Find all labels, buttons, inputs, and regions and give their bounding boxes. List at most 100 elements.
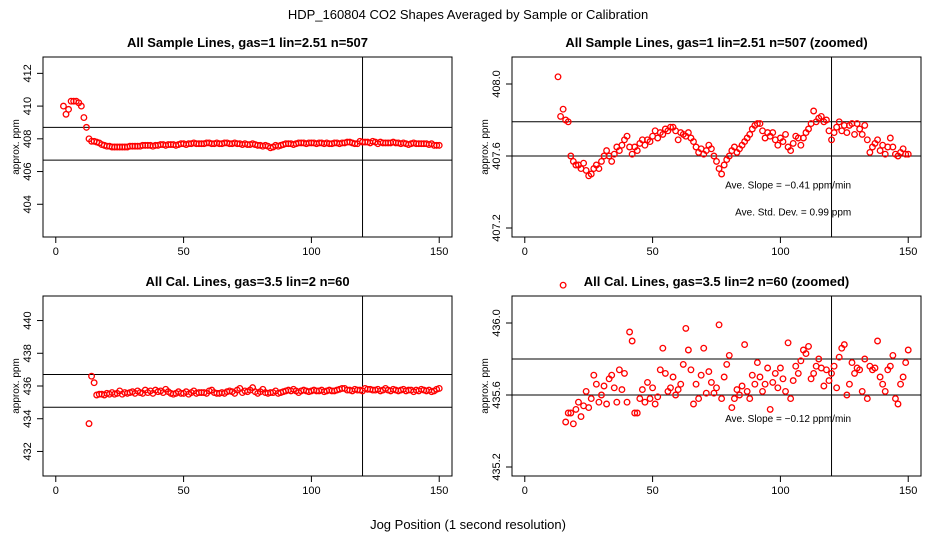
panel-sample-lines-zoomed-data-point [866,148,874,156]
panel-cal-lines-zoomed-data-point [902,359,910,367]
panel-cal-lines-zoomed-data-point [833,384,841,392]
panel-cal-lines-zoomed-data-point [797,357,805,365]
panel-cal-lines-data-point [435,385,443,392]
panel-sample-lines-zoomed-x-tick-label: 50 [646,246,658,258]
panel-cal-lines-zoomed-data-point [690,400,697,408]
panel-sample-lines-zoomed-data-point [580,159,588,167]
panel-sample-lines-zoomed-data-point [830,129,838,137]
panel-cal-lines-zoomed-data-point [674,386,682,394]
panel-sample-lines-zoomed-data-point [610,150,618,158]
panel-sample-lines-x-tick-label: 0 [53,246,59,258]
panel-sample-lines-zoomed-data-point [595,165,603,173]
panel-cal-lines-zoomed-y-tick-label: 436.0 [491,309,503,337]
panel-sample-lines-zoomed-data-point [904,150,912,158]
panel-sample-lines-zoomed-y-tick-label: 408.0 [491,70,503,98]
panel-sample-lines-zoomed-data-point [554,73,562,81]
panel-cal-lines-zoomed-data-point [569,420,577,428]
panel-cal-lines-zoomed-data-point [746,395,754,403]
panel-cal-lines-zoomed-data-point [794,369,802,377]
panel-cal-lines-zoomed-data-point [815,355,823,363]
panel-cal-lines-zoomed-data-point [858,387,866,395]
panel-cal-lines-zoomed-data-point [759,387,766,395]
panel-sample-lines-zoomed-data-point [861,121,869,129]
panel-sample-lines-data-point [80,114,88,121]
panel-sample-lines-zoomed-data-point [789,139,797,147]
panel-cal-lines-zoomed-data-point [807,375,815,383]
panel-cal-lines-zoomed-data-point [669,373,677,381]
panel-sample-lines-zoomed-data-point [684,129,692,137]
panel-cal-lines-zoomed-data-point [705,368,713,376]
panel-cal-lines-zoomed-data-point [784,339,792,347]
panel-cal-lines-zoomed-data-point [567,409,575,417]
panel-sample-lines-zoomed-data-point [876,147,884,155]
panel-sample-lines-zoomed-data-point [641,141,649,149]
panel-cal-lines-zoomed-data-point [733,386,741,394]
panel-cal-lines-zoomed-data-point [592,380,600,388]
panel-sample-lines-y-tick-label: 406 [22,162,34,180]
panel-sample-lines-zoomed: All Sample Lines, gas=1 lin=2.51 n=507 (… [480,35,922,258]
panel-cal-lines-zoomed-data-point [562,418,570,426]
panel-sample-lines-data-point [65,105,73,113]
panel-cal-lines-y-tick-label: 432 [22,442,34,460]
panel-cal-lines-zoomed-data-point [608,371,616,379]
panel-cal-lines-zoomed-data-point [628,337,636,345]
panel-sample-lines-zoomed-data-point [779,138,787,146]
panel-sample-lines-zoomed-annotation: Ave. Slope = −0.41 ppm/min [725,180,851,191]
panel-cal-lines-zoomed-data-point [886,362,894,370]
panel-cal-lines-zoomed-data-point [682,324,690,332]
panel-sample-lines-title: All Sample Lines, gas=1 lin=2.51 n=507 [127,35,368,50]
panel-sample-lines-zoomed-data-point [782,130,789,138]
panel-cal-lines-zoomed-data-point [720,373,728,381]
panel-cal-lines-zoomed-data-point [782,387,789,395]
panel-sample-lines-zoomed-data-point [797,141,805,149]
panel-cal-lines-zoomed-data-point [687,366,695,374]
panel-cal-lines-zoomed-data-point [876,373,884,381]
panel-cal-lines-zoomed-data-point [728,404,736,412]
panel-sample-lines-y-tick-label: 404 [22,195,34,213]
panel-sample-lines-zoomed-y-axis-label: approx. ppm [480,119,491,175]
panel-cal-lines-zoomed-data-point [615,366,623,374]
panel-cal-lines-zoomed-data-point [776,364,784,372]
panel-cal-lines-zoomed-data-point [874,337,881,345]
panel-cal-lines-zoomed-data-point [587,395,595,403]
panel-cal-lines-zoomed-data-point [672,391,680,399]
panel-cal-lines-data-point [88,372,96,380]
panel-sample-lines-zoomed-data-point [557,112,565,120]
panel-cal-lines-zoomed-data-point [572,405,580,413]
panel-cal-lines-zoomed-data-point [710,389,718,397]
panel-cal-lines-zoomed-data-point [879,380,887,388]
panel-cal-lines-zoomed-data-point [802,350,810,358]
panel-cal-lines-y-tick-label: 438 [22,344,34,362]
panel-cal-lines-zoomed-y-tick-label: 435.6 [491,381,503,409]
panel-sample-lines-x-tick-label: 50 [177,246,189,258]
panel-sample-lines-zoomed-y-tick-label: 407.6 [491,142,503,170]
panel-cal-lines-zoomed-data-point [659,344,667,352]
panel-cal-lines-zoomed-data-point [590,371,598,379]
panel-sample-lines-data-point [83,123,90,131]
panel-cal-lines-frame [42,295,453,477]
panel-cal-lines-zoomed-data-point [684,346,692,354]
panel-cal-lines-zoomed-data-point [843,391,851,399]
common-x-axis-label: Jog Position (1 second resolution) [370,517,566,532]
panel-cal-lines-zoomed-data-point [677,380,685,388]
panel-cal-lines-zoomed-data-point [828,369,835,377]
panel-cal-lines-zoomed-data-point [889,351,897,359]
panel-sample-lines-zoomed-data-point [886,134,894,142]
panel-sample-lines-zoomed-data-point [858,130,866,138]
panel-sample-lines-zoomed-data-point [690,138,697,146]
panel-cal-lines-data-point [85,420,93,428]
panel-sample-lines-zoomed-data-point [564,118,572,126]
panel-cal-lines-zoomed-data-point [766,405,774,413]
panel-cal-lines-zoomed-data-point [741,341,749,349]
panel-sample-lines-zoomed-data-point [881,150,889,158]
panel-cal-lines-zoomed-annotation: Ave. Slope = −0.12 ppm/min [725,414,851,425]
panel-sample-lines-zoomed-data-point [853,120,861,128]
panel-cal-lines-zoomed-data-point [646,395,654,403]
panel-cal-lines-zoomed-x-tick-label: 0 [522,485,528,497]
panel-sample-lines-zoomed-data-point [833,123,841,131]
panel-cal-lines-zoomed-data-point [621,369,628,377]
panel-cal-lines-zoomed-data-point [575,398,582,406]
panel-sample-lines-zoomed-x-tick-label: 150 [899,246,917,258]
panel-cal-lines-zoomed-data-point [830,362,838,370]
